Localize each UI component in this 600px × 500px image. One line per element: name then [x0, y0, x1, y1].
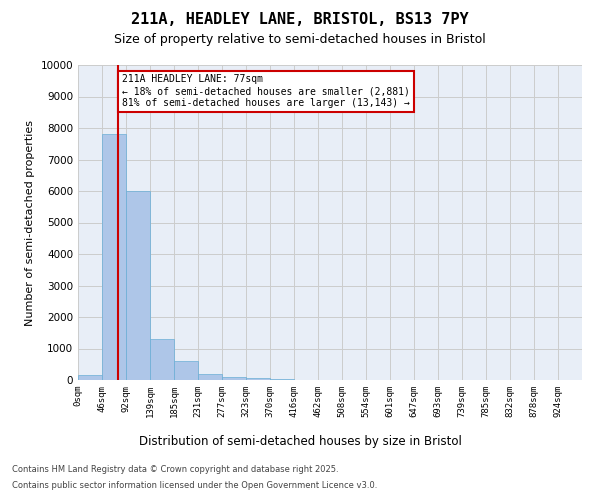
Text: Contains HM Land Registry data © Crown copyright and database right 2025.: Contains HM Land Registry data © Crown c… — [12, 466, 338, 474]
Bar — [222, 377, 246, 380]
Text: 211A HEADLEY LANE: 77sqm
← 18% of semi-detached houses are smaller (2,881)
81% o: 211A HEADLEY LANE: 77sqm ← 18% of semi-d… — [122, 74, 410, 108]
Text: Contains public sector information licensed under the Open Government Licence v3: Contains public sector information licen… — [12, 480, 377, 490]
Y-axis label: Number of semi-detached properties: Number of semi-detached properties — [25, 120, 35, 326]
Bar — [174, 361, 198, 380]
Text: Distribution of semi-detached houses by size in Bristol: Distribution of semi-detached houses by … — [139, 435, 461, 448]
Text: 211A, HEADLEY LANE, BRISTOL, BS13 7PY: 211A, HEADLEY LANE, BRISTOL, BS13 7PY — [131, 12, 469, 28]
Bar — [150, 339, 174, 380]
Bar — [198, 374, 222, 380]
Bar — [102, 134, 126, 380]
Bar — [126, 191, 150, 380]
Bar — [246, 378, 270, 380]
Text: Size of property relative to semi-detached houses in Bristol: Size of property relative to semi-detach… — [114, 32, 486, 46]
Bar — [78, 376, 102, 380]
